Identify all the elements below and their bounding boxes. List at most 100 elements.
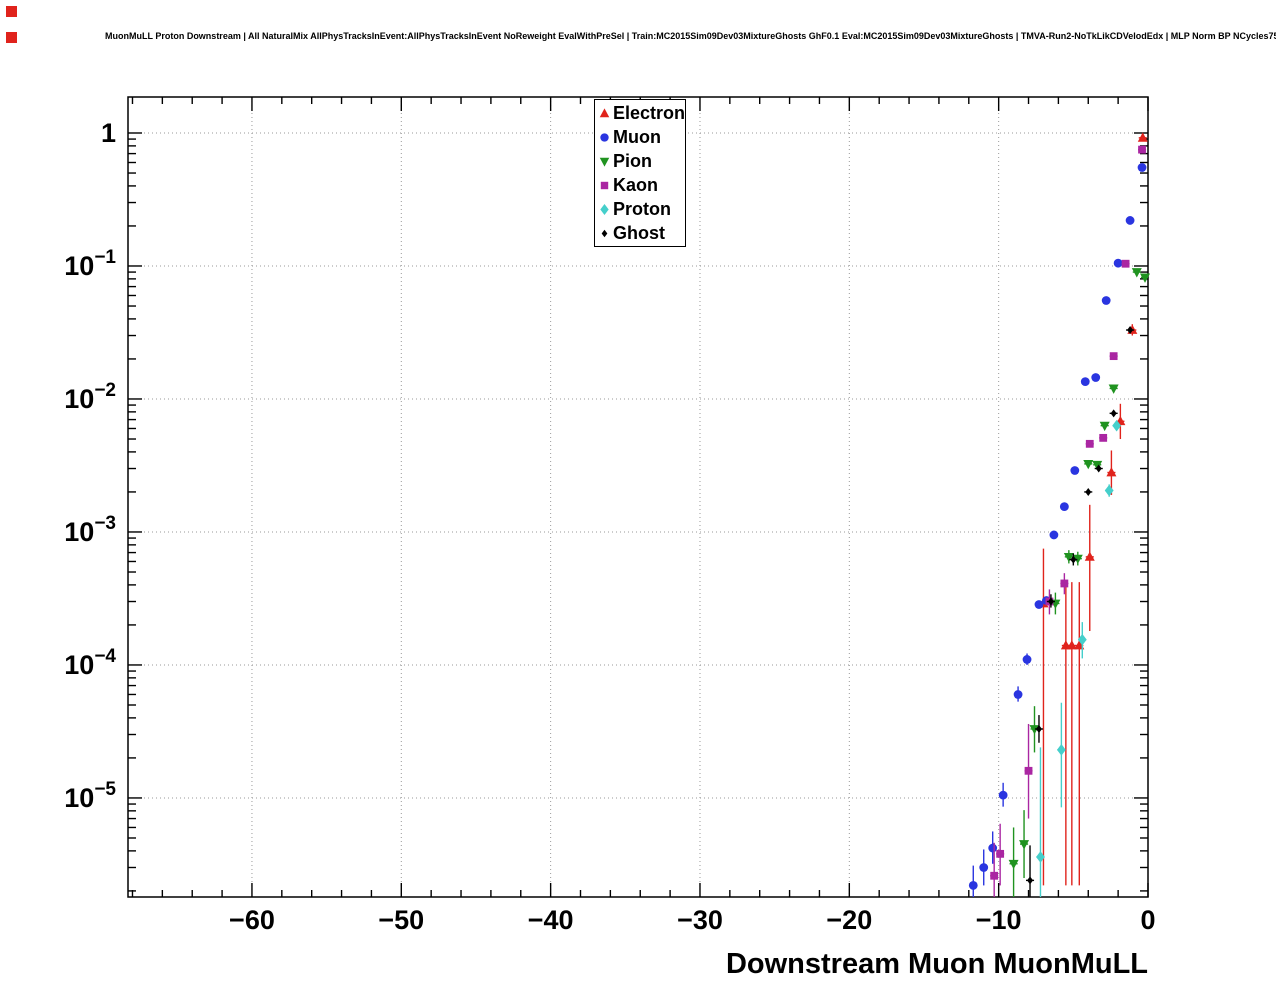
- y-tick-label: 1: [101, 118, 116, 148]
- data-point: [1108, 384, 1119, 394]
- legend-label: Electron: [613, 103, 686, 123]
- data-point: [1110, 409, 1117, 418]
- series-proton: [1036, 419, 1122, 897]
- triangle-down-icon: [596, 154, 613, 169]
- data-point: [1077, 633, 1087, 646]
- diamond-small-icon: [596, 226, 613, 241]
- data-point: [988, 843, 998, 853]
- data-point: [1060, 579, 1069, 588]
- data-point: [1112, 419, 1122, 432]
- y-tick-label: 10−5: [64, 779, 116, 813]
- data-point: [1029, 725, 1040, 735]
- y-tick-label: 10−3: [64, 513, 116, 547]
- legend-item-pion: Pion: [596, 149, 685, 173]
- legend-item-proton: Proton: [596, 197, 685, 221]
- data-point: [1066, 640, 1077, 650]
- data-point: [1083, 459, 1094, 470]
- legend-label: Pion: [613, 151, 652, 171]
- data-point: [1063, 552, 1074, 563]
- data-point: [1072, 554, 1083, 565]
- triangle-up-icon: [596, 106, 613, 121]
- data-point: [1131, 268, 1142, 278]
- legend-label: Proton: [613, 199, 671, 219]
- legend-label: Ghost: [613, 223, 665, 243]
- data-point: [600, 181, 609, 189]
- data-point: [990, 871, 999, 880]
- x-tick-label: −10: [976, 905, 1022, 935]
- x-tick-label: −20: [826, 905, 872, 935]
- data-point: [1085, 439, 1094, 448]
- data-point: [1104, 484, 1114, 497]
- data-point: [1013, 690, 1023, 699]
- legend-item-muon: Muon: [596, 125, 685, 149]
- data-point: [1056, 744, 1066, 756]
- legend-item-kaon: Kaon: [596, 173, 685, 197]
- red-marker-box-2: [6, 32, 17, 43]
- y-tick-label: 10−1: [64, 247, 116, 281]
- x-tick-label: −60: [229, 905, 275, 935]
- data-point: [1095, 464, 1102, 473]
- data-point: [600, 132, 609, 142]
- data-point: [1047, 597, 1054, 606]
- y-tick-label: 10−4: [64, 646, 116, 680]
- data-point: [1035, 724, 1042, 733]
- data-point: [1080, 377, 1090, 387]
- data-point: [1137, 132, 1148, 142]
- y-tick-label: 10−2: [64, 380, 116, 414]
- series-kaon: [990, 145, 1147, 897]
- data-point: [1109, 352, 1118, 361]
- data-point: [601, 229, 608, 237]
- data-point: [1101, 296, 1111, 305]
- data-point: [1092, 460, 1103, 471]
- data-point: [1125, 216, 1135, 225]
- data-point: [1008, 859, 1019, 870]
- series-ghost: [1025, 326, 1135, 897]
- data-point: [1113, 258, 1123, 268]
- data-point: [1070, 555, 1077, 564]
- data-point: [979, 863, 989, 872]
- data-point: [1138, 145, 1146, 154]
- series-electron: [1038, 132, 1148, 886]
- data-point: [1019, 840, 1030, 850]
- x-tick-label: −40: [528, 905, 574, 935]
- data-point: [1099, 421, 1110, 432]
- diamond-icon: [596, 202, 613, 217]
- data-point: [1127, 326, 1134, 335]
- data-point: [599, 157, 610, 167]
- legend-item-electron: Electron: [596, 101, 685, 125]
- data-point: [1121, 259, 1130, 268]
- gridlines: [128, 97, 1148, 897]
- data-point: [1024, 766, 1033, 775]
- data-point: [1137, 163, 1147, 172]
- series-muon: [968, 163, 1147, 897]
- red-marker-box-1: [6, 6, 17, 17]
- data-point: [1034, 600, 1044, 609]
- data-point: [998, 790, 1008, 800]
- data-point: [1106, 467, 1117, 477]
- data-point: [599, 107, 610, 117]
- data-point: [1084, 551, 1095, 561]
- data-point: [1027, 876, 1034, 885]
- data-point: [1022, 655, 1032, 664]
- data-point: [1036, 851, 1045, 863]
- plot-title: MuonMuLL Proton Downstream | All Natural…: [105, 31, 1276, 41]
- data-point: [1049, 530, 1059, 540]
- square-icon: [596, 178, 613, 193]
- x-tick-label: 0: [1140, 905, 1155, 935]
- legend-label: Kaon: [613, 175, 658, 195]
- data-point: [1070, 466, 1080, 475]
- data-point: [1140, 273, 1151, 283]
- data-point: [1099, 433, 1108, 442]
- data-point: [1085, 487, 1092, 496]
- axis-labels: −60 −50 −40 −30 −20 −10 0 1 10−1 10−2 10−3 10−4 10−5: [64, 118, 1155, 935]
- data-point: [968, 881, 978, 890]
- x-tick-label: −50: [378, 905, 424, 935]
- data-point: [1091, 373, 1101, 382]
- circle-icon: [596, 130, 613, 145]
- legend: Electron Muon Pion Kaon Proton Ghost: [594, 99, 686, 247]
- x-axis-title: Downstream Muon MuonMuLL: [725, 948, 1148, 980]
- data-point: [1059, 502, 1069, 512]
- x-tick-label: −30: [677, 905, 723, 935]
- legend-item-ghost: Ghost: [596, 221, 685, 245]
